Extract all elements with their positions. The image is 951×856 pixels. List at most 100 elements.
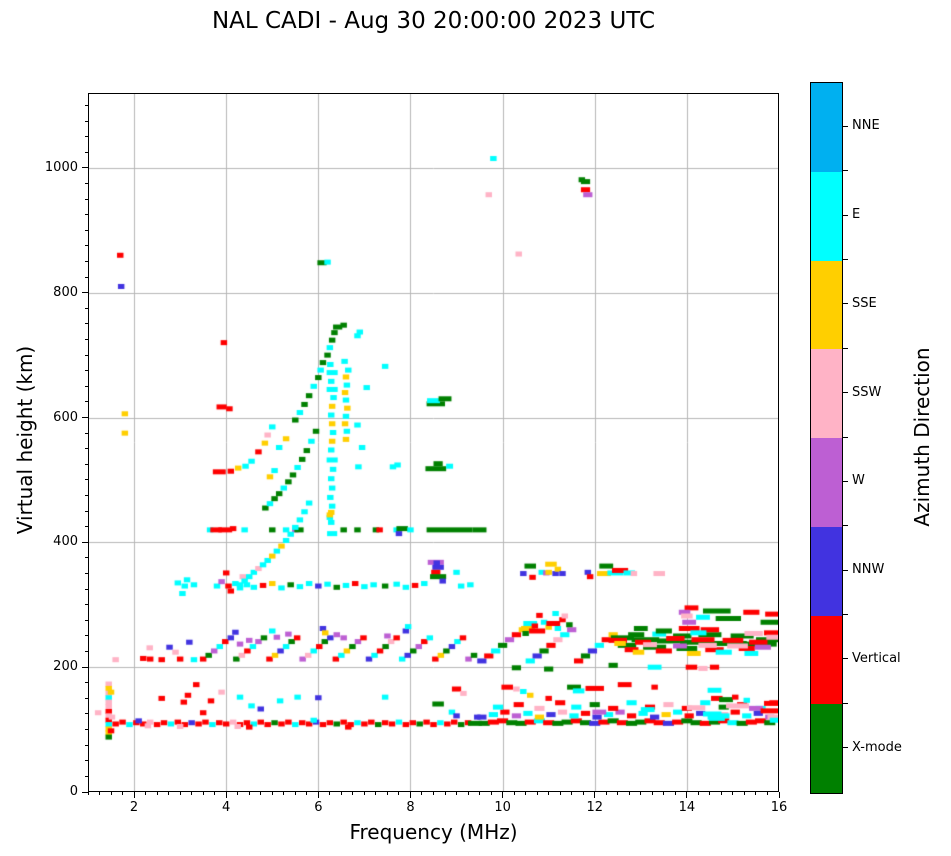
x-minor-tick xyxy=(467,792,469,795)
x-minor-tick xyxy=(340,792,342,795)
x-major-tick xyxy=(594,792,596,798)
x-minor-tick xyxy=(628,792,630,795)
colorbar-center-tick xyxy=(843,214,848,216)
colorbar-center-tick xyxy=(843,303,848,305)
x-major-tick xyxy=(225,792,227,798)
colorbar-label-SSE: SSE xyxy=(852,295,877,311)
y-tick-label: 1000 xyxy=(44,159,78,175)
x-tick-label: 6 xyxy=(314,800,323,815)
x-minor-tick xyxy=(559,792,561,795)
colorbar-label-E: E xyxy=(852,207,861,223)
x-minor-tick xyxy=(87,792,89,795)
x-minor-tick xyxy=(122,792,124,795)
x-minor-tick xyxy=(375,792,377,795)
x-minor-tick xyxy=(536,792,538,795)
colorbar-boundary-tick xyxy=(843,614,848,615)
x-minor-tick xyxy=(743,792,745,795)
x-major-tick xyxy=(502,792,504,798)
x-minor-tick xyxy=(766,792,768,795)
x-tick-label: 12 xyxy=(586,800,603,815)
colorbar-boundary-tick xyxy=(843,436,848,438)
x-tick-label: 10 xyxy=(494,800,511,815)
x-minor-tick xyxy=(99,792,101,795)
x-minor-tick xyxy=(421,792,423,795)
x-minor-tick xyxy=(732,792,734,795)
colorbar-segment-W xyxy=(811,438,842,527)
x-minor-tick xyxy=(720,792,722,795)
x-minor-tick xyxy=(202,792,204,795)
y-tick-label: 400 xyxy=(53,534,78,550)
colorbar-boundary-tick xyxy=(843,702,848,704)
colorbar-title-text: Azimuth Direction xyxy=(910,347,934,527)
colorbar-label-Vertical: Vertical xyxy=(852,650,901,666)
x-tick-label: 4 xyxy=(222,800,231,815)
x-minor-tick xyxy=(444,792,446,795)
y-tick-label: 600 xyxy=(53,409,78,425)
x-minor-tick xyxy=(156,792,158,795)
colorbar-label-NNE: NNE xyxy=(852,118,880,134)
x-minor-tick xyxy=(433,792,434,795)
y-tick-label: 800 xyxy=(53,284,78,300)
x-major-tick xyxy=(133,792,135,798)
x-major-tick xyxy=(686,792,688,798)
x-minor-tick xyxy=(709,792,711,795)
colorbar-label-SSW: SSW xyxy=(852,384,882,400)
x-minor-tick xyxy=(179,792,181,795)
x-minor-tick xyxy=(329,792,331,795)
y-axis-label-text: Virtual height (km) xyxy=(13,345,37,535)
x-minor-tick xyxy=(674,792,676,795)
chart-title: NAL CADI - Aug 30 20:00:00 2023 UTC xyxy=(211,8,656,34)
x-minor-tick xyxy=(640,792,642,795)
x-minor-tick xyxy=(352,792,354,795)
x-minor-tick xyxy=(260,792,262,795)
x-minor-tick xyxy=(697,792,699,795)
x-minor-tick xyxy=(271,792,273,795)
colorbar-label-W: W xyxy=(852,473,865,489)
colorbar-boundary-tick xyxy=(843,259,848,260)
x-minor-tick xyxy=(191,792,193,795)
colorbar-center-tick xyxy=(843,658,848,660)
colorbar-segment-NNW xyxy=(811,526,842,616)
x-minor-tick xyxy=(651,792,653,795)
x-minor-tick xyxy=(479,792,481,795)
x-minor-tick xyxy=(605,792,607,795)
x-minor-tick xyxy=(525,792,527,795)
colorbar-boundary-tick xyxy=(843,170,848,172)
x-minor-tick xyxy=(145,792,147,795)
x-tick-label: 14 xyxy=(678,800,696,815)
colorbar-label-X-mode: X-mode xyxy=(852,739,902,755)
colorbar-boundary-tick xyxy=(843,347,848,349)
x-major-tick xyxy=(317,792,319,798)
x-major-tick xyxy=(409,792,411,798)
x-minor-tick xyxy=(306,792,308,795)
x-minor-tick xyxy=(663,792,665,795)
y-tick-label: 0 xyxy=(69,784,78,799)
x-minor-tick xyxy=(294,792,296,795)
colorbar-segment-SSE xyxy=(811,260,842,350)
x-minor-tick xyxy=(363,792,365,795)
x-minor-tick xyxy=(490,792,492,795)
colorbar-segment-SSW xyxy=(811,349,842,438)
colorbar-segment-NNE xyxy=(811,83,842,172)
colorbar-center-tick xyxy=(843,392,848,394)
colorbar-label-NNW: NNW xyxy=(852,562,885,578)
x-tick-label: 2 xyxy=(129,800,139,815)
colorbar-segment-Vertical xyxy=(811,615,842,705)
x-minor-tick xyxy=(110,792,112,795)
colorbar-center-tick xyxy=(843,569,848,571)
x-minor-tick xyxy=(582,792,584,795)
y-tick-label: 200 xyxy=(53,659,78,675)
x-minor-tick xyxy=(456,792,458,795)
colorbar-segment-E xyxy=(811,171,842,261)
x-minor-tick xyxy=(237,792,239,795)
x-minor-tick xyxy=(617,792,619,795)
x-minor-tick xyxy=(548,792,550,795)
colorbar-segment-X-mode xyxy=(811,704,842,793)
x-minor-tick xyxy=(571,792,573,795)
x-minor-tick xyxy=(248,792,250,795)
azimuth-colorbar xyxy=(810,82,843,794)
x-axis-label: Frequency (MHz) xyxy=(349,820,518,844)
x-minor-tick xyxy=(398,792,400,795)
x-minor-tick xyxy=(168,792,170,795)
